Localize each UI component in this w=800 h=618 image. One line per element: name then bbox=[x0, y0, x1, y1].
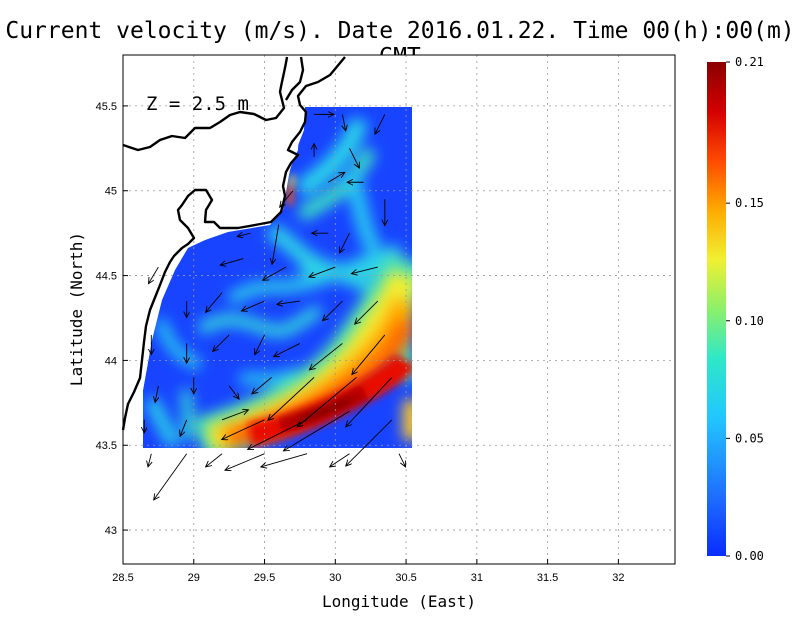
y-tick-label: 43 bbox=[105, 525, 117, 537]
x-tick-label: 29 bbox=[188, 572, 200, 584]
velocity-arrow bbox=[346, 377, 393, 427]
velocity-arrow bbox=[327, 172, 345, 183]
velocity-arrow bbox=[180, 419, 188, 437]
velocity-arrow bbox=[220, 258, 244, 266]
coastline bbox=[121, 56, 346, 431]
x-tick-label: 31 bbox=[471, 572, 483, 584]
y-tick-label: 43.5 bbox=[96, 440, 117, 452]
velocity-arrow bbox=[277, 301, 300, 304]
x-axis-label: Longitude (East) bbox=[322, 592, 476, 611]
velocity-arrow bbox=[375, 114, 386, 134]
velocity-arrow bbox=[274, 343, 301, 356]
x-tick-label: 28.5 bbox=[112, 572, 133, 584]
x-tick-label: 29.5 bbox=[254, 572, 275, 584]
velocity-arrow bbox=[349, 148, 359, 168]
velocity-arrow bbox=[252, 377, 272, 394]
colorbar-tick-label: 0.15 bbox=[735, 196, 764, 210]
velocity-arrow bbox=[228, 385, 239, 399]
velocity-arrow bbox=[206, 453, 223, 467]
velocity-arrow bbox=[297, 377, 357, 427]
x-tick-label: 31.5 bbox=[537, 572, 558, 584]
colorbar-tick-label: 0.00 bbox=[735, 549, 764, 563]
velocity-arrow bbox=[351, 266, 378, 274]
colorbar-tick-label: 0.05 bbox=[735, 431, 764, 445]
x-axis-ticks: 28.5 29 29.5 30 30.5 31 31.5 32 bbox=[112, 559, 625, 584]
y-tick-label: 45.5 bbox=[96, 101, 117, 113]
colorbar-scale bbox=[707, 62, 726, 556]
velocity-arrow bbox=[268, 377, 315, 420]
y-tick-label: 44.5 bbox=[96, 271, 117, 283]
velocity-arrow bbox=[309, 343, 343, 369]
velocity-arrow bbox=[248, 419, 308, 450]
velocity-arrow bbox=[323, 300, 343, 321]
velocity-arrow bbox=[263, 266, 286, 280]
velocity-arrow bbox=[148, 266, 159, 284]
velocity-arrow bbox=[261, 453, 308, 467]
velocity-arrow bbox=[272, 224, 280, 265]
velocity-arrow bbox=[206, 292, 223, 313]
current-vectors bbox=[144, 114, 405, 500]
velocity-arrow bbox=[213, 334, 230, 352]
land-mask bbox=[123, 55, 675, 564]
velocity-arrow bbox=[330, 453, 350, 467]
x-tick-label: 30 bbox=[329, 572, 341, 584]
velocity-arrow bbox=[237, 233, 251, 236]
velocity-arrow bbox=[346, 419, 393, 466]
velocity-arrow bbox=[398, 453, 406, 467]
velocity-arrow bbox=[280, 190, 294, 208]
velocity-arrow bbox=[352, 334, 386, 375]
colorbar-tick-label: 0.10 bbox=[735, 314, 764, 328]
x-tick-label: 32 bbox=[612, 572, 624, 584]
velocity-arrow bbox=[222, 419, 265, 440]
velocity-arrow bbox=[221, 410, 248, 421]
velocity-arrow bbox=[225, 453, 265, 471]
plot-frame bbox=[122, 54, 676, 565]
colorbar-tick-label: 0.21 bbox=[735, 55, 764, 69]
velocity-arrow bbox=[340, 232, 350, 253]
colorbar-ticks: 0.00 0.05 0.10 0.15 0.21 bbox=[726, 55, 764, 563]
y-tick-label: 45 bbox=[105, 186, 117, 198]
velocity-arrow bbox=[155, 385, 158, 403]
y-tick-label: 44 bbox=[105, 355, 117, 367]
grid-lines bbox=[123, 55, 675, 564]
y-axis-ticks: 43 43.5 44 44.5 45 45.5 bbox=[96, 101, 128, 537]
velocity-arrow bbox=[283, 410, 350, 451]
velocity-arrow bbox=[148, 453, 151, 467]
velocity-arrow bbox=[355, 300, 379, 324]
velocity-arrow bbox=[241, 300, 265, 311]
velocity-arrow bbox=[255, 334, 265, 355]
depth-label: Z = 2.5 m bbox=[146, 93, 249, 115]
velocity-arrow bbox=[342, 114, 345, 131]
velocity-arrow bbox=[154, 453, 188, 500]
velocity-arrow bbox=[309, 266, 336, 277]
x-tick-label: 30.5 bbox=[395, 572, 416, 584]
colorbar: 0.00 0.05 0.10 0.15 0.21 bbox=[707, 55, 764, 563]
y-axis-label: Latitude (North) bbox=[67, 232, 86, 386]
